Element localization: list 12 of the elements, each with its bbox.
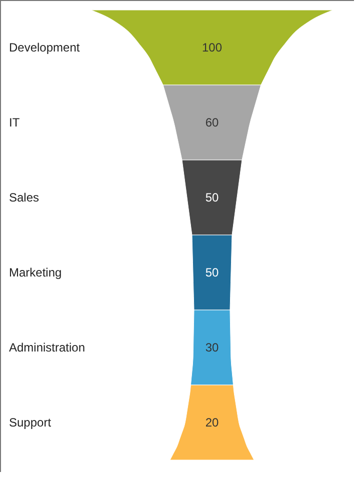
data-label: 50 (205, 266, 219, 280)
category-label: Support (9, 416, 52, 430)
category-label: Administration (9, 340, 86, 354)
category-label: Marketing (9, 266, 62, 280)
category-label: Development (9, 40, 80, 54)
data-label: 50 (205, 190, 219, 204)
data-label: 20 (205, 416, 219, 430)
data-label: 60 (205, 116, 219, 130)
data-label: 30 (205, 340, 219, 354)
category-label: Sales (9, 190, 40, 204)
data-label: 100 (202, 40, 222, 54)
category-label: IT (9, 116, 20, 130)
